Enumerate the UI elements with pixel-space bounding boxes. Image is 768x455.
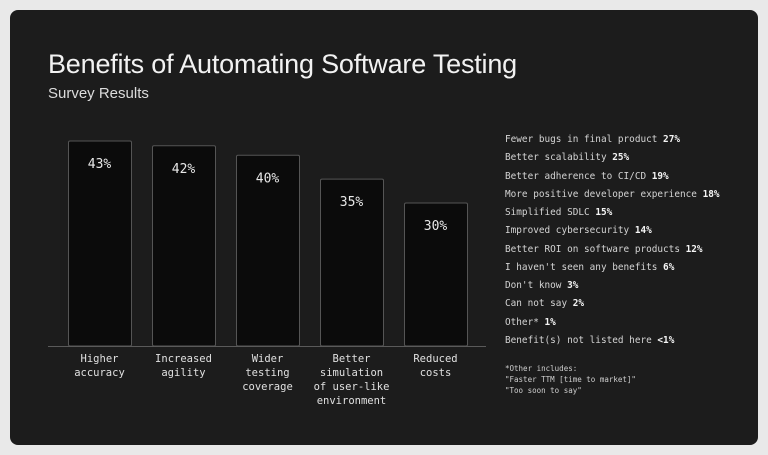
bar-value-label: 40% xyxy=(256,171,280,186)
footnote-line: "Faster TTM [time to market]" xyxy=(505,375,636,384)
bar-value-label: 35% xyxy=(340,195,364,210)
response-label: Don't know xyxy=(505,280,568,291)
response-value: 6% xyxy=(663,261,675,273)
category-label: Wider xyxy=(252,353,284,365)
response-value: <1% xyxy=(657,334,675,346)
response-label: I haven't seen any benefits xyxy=(505,261,664,273)
footnote: *Other includes: "Faster TTM [time to mar… xyxy=(505,363,636,396)
response-value: 12% xyxy=(685,243,703,255)
response-label: Can not say xyxy=(505,298,573,310)
response-value: 2% xyxy=(572,298,585,310)
footnote-line: "Too soon to say" xyxy=(505,386,582,395)
response-value: 25% xyxy=(612,152,630,164)
other-responses-list: Fewer bugs in final product 27% Better sc… xyxy=(505,134,720,353)
response-label: Better adherence to CI/CD xyxy=(505,170,652,182)
response-value: 1% xyxy=(544,316,556,328)
category-label: costs xyxy=(420,367,452,379)
category-label: Better xyxy=(333,353,371,365)
response-value: 3% xyxy=(567,280,579,291)
category-label: testing xyxy=(245,367,289,379)
response-item: Benefit(s) not listed here <1% xyxy=(505,335,720,353)
category-label: environment xyxy=(317,395,387,407)
response-item: Can not say 2% xyxy=(505,298,720,316)
response-label: Fewer bugs in final product xyxy=(505,134,664,145)
response-item: Other* 1% xyxy=(505,317,720,335)
category-label: of user-like xyxy=(314,381,390,393)
footnote-line: *Other includes: xyxy=(505,364,578,373)
response-label: Better ROI on software products xyxy=(505,243,686,255)
category-label: coverage xyxy=(242,381,293,393)
response-value: 14% xyxy=(634,225,652,237)
response-label: Better scalability xyxy=(505,152,613,164)
response-value: 27% xyxy=(663,134,680,145)
response-value: 19% xyxy=(651,170,669,182)
category-label: agility xyxy=(161,367,205,379)
response-item: Fewer bugs in final product 27% xyxy=(505,134,720,152)
response-value: 15% xyxy=(595,207,613,218)
response-item: Don't know 3% xyxy=(505,280,720,298)
category-label: simulation xyxy=(320,367,383,379)
response-value: 18% xyxy=(702,188,720,200)
response-item: Improved cybersecurity 14% xyxy=(505,225,720,243)
response-item: More positive developer experience 18% xyxy=(505,189,720,207)
bar-value-label: 30% xyxy=(424,219,448,234)
response-item: I haven't seen any benefits 6% xyxy=(505,262,720,280)
category-label: accuracy xyxy=(74,367,125,379)
bar-value-label: 43% xyxy=(88,157,112,172)
response-item: Simplified SDLC 15% xyxy=(505,207,720,225)
response-label: More positive developer experience xyxy=(505,188,703,200)
response-label: Improved cybersecurity xyxy=(505,225,635,237)
response-label: Other* xyxy=(505,316,545,328)
response-label: Benefit(s) not listed here xyxy=(505,334,658,346)
chart-subtitle: Survey Results xyxy=(48,85,149,102)
bar-value-label: 42% xyxy=(172,162,196,177)
response-label: Simplified SDLC xyxy=(505,207,596,218)
response-item: Better adherence to CI/CD 19% xyxy=(505,171,720,189)
response-item: Better ROI on software products 12% xyxy=(505,244,720,262)
category-label: Higher xyxy=(81,353,119,365)
chart-title: Benefits of Automating Software Testing xyxy=(48,49,517,79)
category-label: Increased xyxy=(155,353,212,365)
category-label: Reduced xyxy=(413,353,457,365)
response-item: Better scalability 25% xyxy=(505,152,720,170)
